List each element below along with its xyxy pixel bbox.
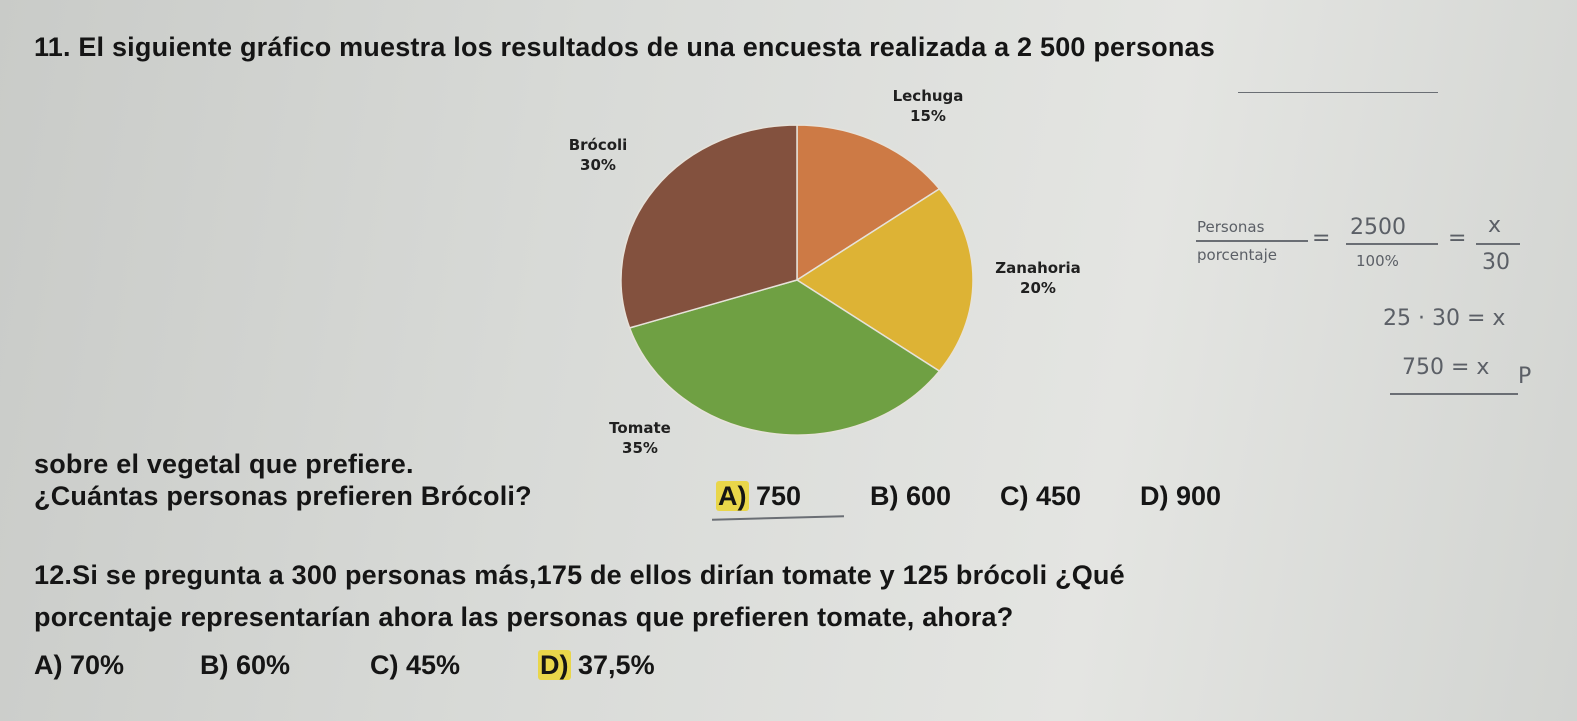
q12-option-c-letter: C) [370, 650, 399, 680]
q11-option-a-value: 750 [756, 481, 802, 511]
hw-fraction-line-1 [1196, 240, 1308, 242]
hw-multiplication: 25 · 30 = x [1383, 306, 1506, 331]
q11-option-b-value: 600 [906, 481, 952, 511]
hw-result: 750 = x [1402, 355, 1490, 380]
label-lechuga-value: 15% [910, 107, 946, 126]
label-zanahoria-name: Zanahoria [995, 259, 1081, 277]
pie-slice-zanahoria [795, 187, 974, 373]
q11-option-b[interactable]: B) 600 [870, 481, 951, 512]
hw-fraction-line-2 [1346, 243, 1438, 245]
label-zanahoria: Zanahoria 20% [978, 258, 1098, 299]
q11-option-a-letter: A) [716, 481, 749, 511]
label-lechuga-name: Lechuga [892, 87, 964, 105]
q12-option-a[interactable]: A) 70% [34, 650, 124, 681]
q12-option-b-letter: B) [200, 650, 229, 680]
q12-text-line-2: porcentaje representarían ahora las pers… [34, 602, 1014, 632]
q11-option-d[interactable]: D) 900 [1140, 481, 1221, 512]
label-tomate-value: 35% [622, 439, 658, 458]
label-tomate: Tomate 35% [585, 418, 695, 459]
q11-title: 11. El siguiente gráfico muestra los res… [34, 32, 1215, 62]
hw-eq-2: = [1448, 226, 1467, 251]
hw-result-underline [1390, 393, 1518, 395]
q12-option-c[interactable]: C) 45% [370, 650, 460, 681]
hw-eq-1: = [1312, 226, 1331, 251]
q11-option-c[interactable]: C) 450 [1000, 481, 1081, 512]
hw-30: 30 [1482, 250, 1510, 275]
q12-option-c-value: 45% [406, 650, 461, 680]
q11-subtitle: sobre el vegetal que prefiere. [34, 449, 414, 479]
q12-option-b-value: 60% [236, 650, 291, 680]
q11-option-c-value: 450 [1036, 481, 1082, 511]
q12-text-line-1: 12.Si se pregunta a 300 personas más,175… [34, 560, 1125, 590]
q12-option-a-value: 70% [70, 650, 125, 680]
hw-2500: 2500 [1350, 215, 1406, 240]
q11-option-b-letter: B) [870, 481, 899, 511]
hw-100: 100% [1356, 252, 1399, 270]
q11-option-c-letter: C) [1000, 481, 1029, 511]
pie-slice-brocoli [620, 124, 798, 329]
q12-option-b[interactable]: B) 60% [200, 650, 290, 681]
hw-porcentaje: porcentaje [1197, 246, 1277, 264]
label-brocoli: Brócoli 30% [543, 135, 653, 176]
hw-personas: Personas [1197, 218, 1265, 236]
label-brocoli-name: Brócoli [568, 136, 628, 154]
pie-slice-lechuga [796, 124, 941, 282]
q11-question: ¿Cuántas personas prefieren Brócoli? [34, 481, 532, 511]
q12-option-d-value: 37,5% [578, 650, 655, 680]
hw-mark: P [1518, 364, 1532, 389]
label-brocoli-value: 30% [580, 156, 616, 175]
q12-option-d[interactable]: D) 37,5% [538, 650, 655, 681]
q11-option-d-value: 900 [1176, 481, 1222, 511]
label-tomate-name: Tomate [609, 419, 671, 437]
q12-option-a-letter: A) [34, 650, 63, 680]
q12-option-d-letter: D) [538, 650, 571, 680]
pie-slice-tomate [628, 279, 941, 436]
q11-option-d-letter: D) [1140, 481, 1169, 511]
label-zanahoria-value: 20% [1020, 279, 1056, 298]
hw-fraction-line-3 [1476, 243, 1520, 245]
q11-option-a[interactable]: A) 750 [716, 481, 801, 512]
hw-x: x [1488, 213, 1502, 238]
handwritten-underline [1238, 92, 1438, 93]
label-lechuga: Lechuga 15% [868, 86, 988, 127]
